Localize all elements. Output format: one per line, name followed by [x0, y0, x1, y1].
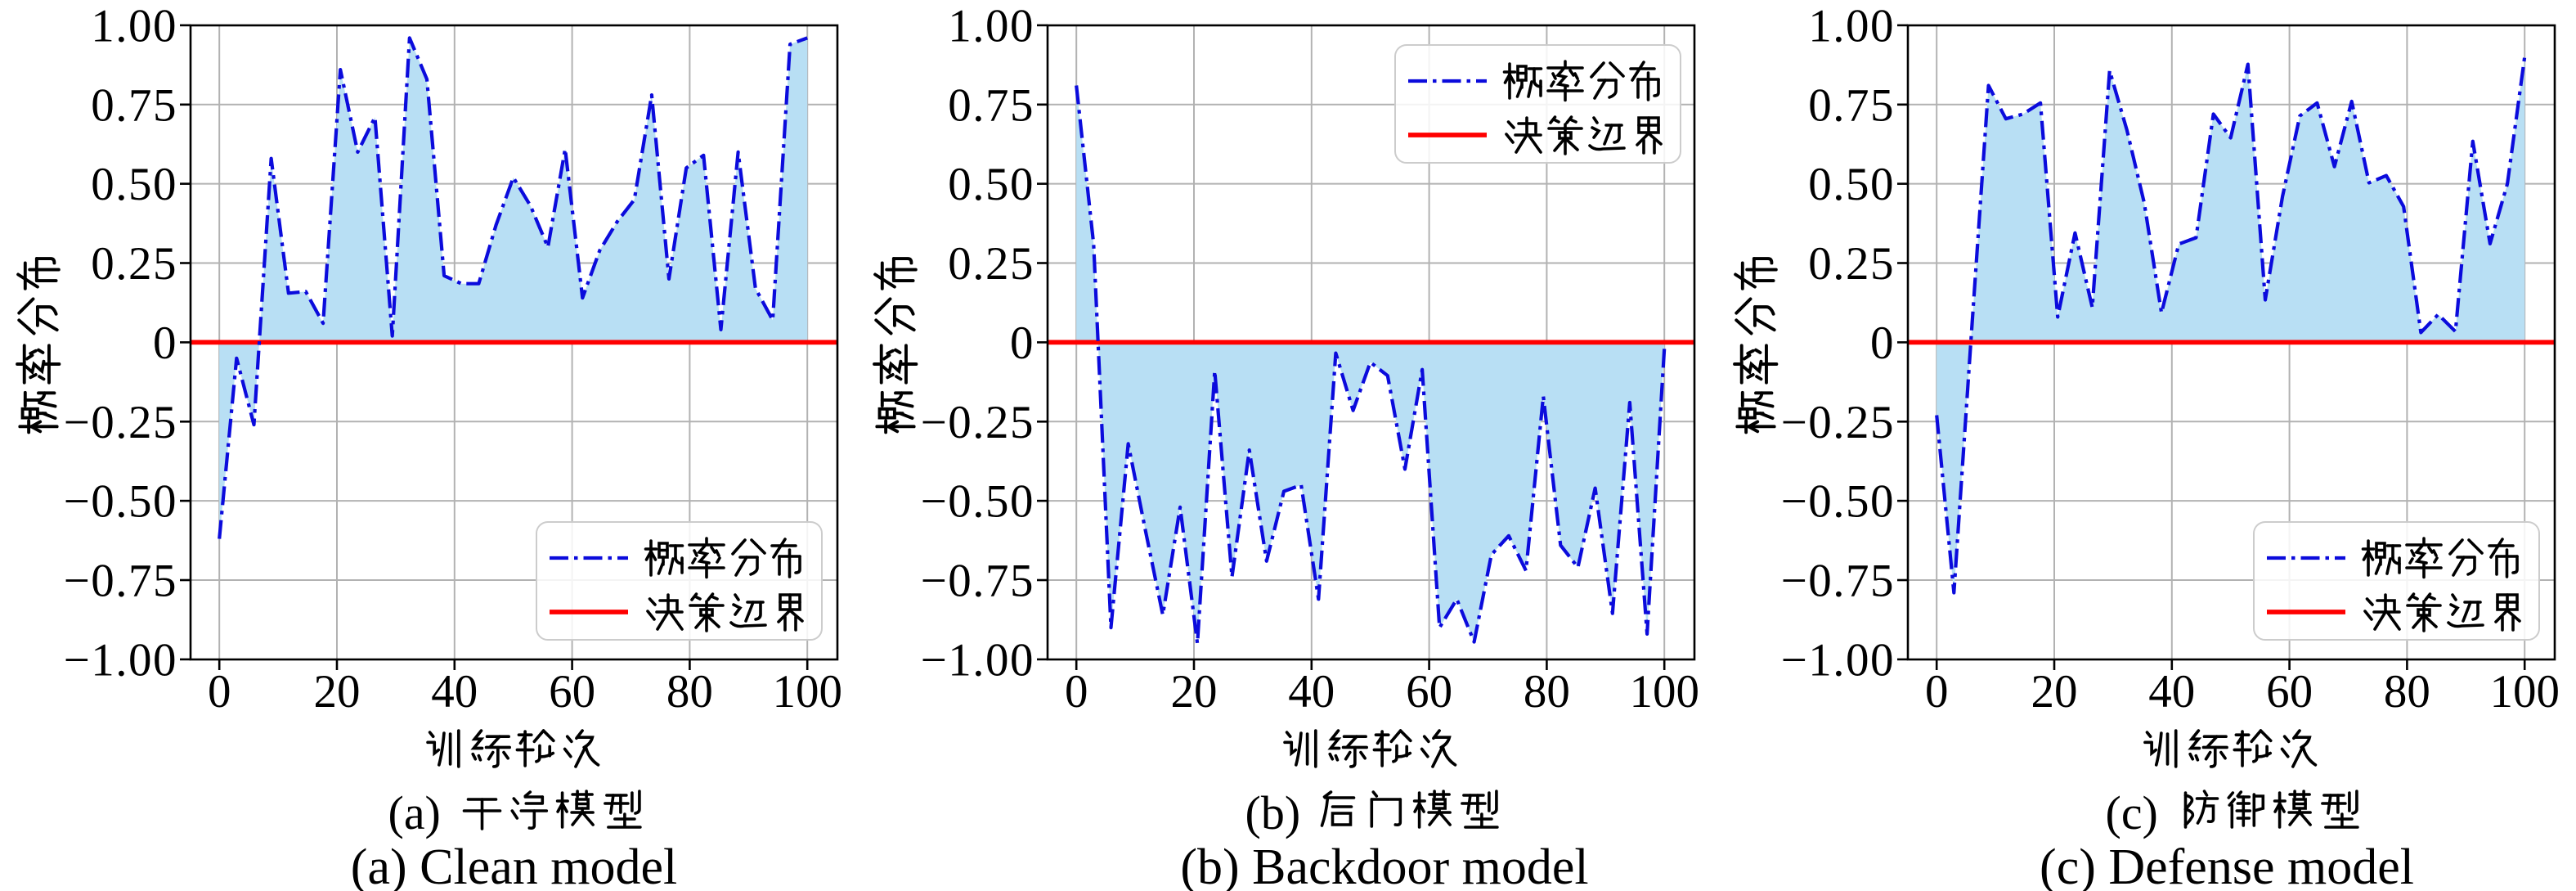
- svg-text:80: 80: [1524, 666, 1570, 718]
- svg-text:60: 60: [549, 666, 595, 718]
- svg-text:0: 0: [1010, 317, 1034, 369]
- svg-text:−0.75: −0.75: [921, 556, 1034, 607]
- svg-text:−0.50: −0.50: [64, 476, 177, 528]
- svg-text:0: 0: [1870, 317, 1895, 369]
- svg-text:100: 100: [772, 666, 842, 718]
- svg-text:−0.50: −0.50: [921, 476, 1034, 528]
- svg-text:40: 40: [431, 666, 478, 718]
- svg-text:80: 80: [2384, 666, 2430, 718]
- svg-text:−0.75: −0.75: [64, 556, 177, 607]
- svg-text:20: 20: [314, 666, 361, 718]
- svg-text:−0.75: −0.75: [1781, 556, 1895, 607]
- svg-text:20: 20: [2031, 666, 2078, 718]
- svg-text:−0.25: −0.25: [1781, 397, 1895, 448]
- svg-text:20: 20: [1171, 666, 1218, 718]
- svg-text:0: 0: [1065, 666, 1088, 718]
- svg-text:(c): (c): [2106, 786, 2158, 839]
- svg-text:80: 80: [666, 666, 713, 718]
- svg-text:0.25: 0.25: [948, 238, 1034, 290]
- svg-text:40: 40: [1288, 666, 1335, 718]
- svg-text:(a) Clean model: (a) Clean model: [351, 839, 677, 891]
- svg-text:0.50: 0.50: [1808, 159, 1895, 210]
- svg-text:100: 100: [2489, 666, 2560, 718]
- svg-text:0.75: 0.75: [91, 79, 177, 131]
- svg-text:(a): (a): [388, 786, 441, 839]
- svg-text:0.50: 0.50: [91, 159, 177, 210]
- svg-text:60: 60: [2266, 666, 2313, 718]
- svg-text:0: 0: [153, 317, 177, 369]
- svg-text:1.00: 1.00: [948, 0, 1034, 52]
- svg-text:0.25: 0.25: [91, 238, 177, 290]
- svg-text:0.75: 0.75: [948, 79, 1034, 131]
- svg-text:0.75: 0.75: [1808, 79, 1895, 131]
- svg-text:0: 0: [208, 666, 231, 718]
- svg-text:0: 0: [1925, 666, 1949, 718]
- svg-text:1.00: 1.00: [1808, 0, 1895, 52]
- svg-text:−0.25: −0.25: [921, 397, 1034, 448]
- svg-text:−0.25: −0.25: [64, 397, 177, 448]
- svg-text:−1.00: −1.00: [64, 634, 177, 686]
- svg-text:40: 40: [2148, 666, 2195, 718]
- svg-text:0.25: 0.25: [1808, 238, 1895, 290]
- svg-text:(c) Defense model: (c) Defense model: [2040, 839, 2414, 891]
- svg-text:1.00: 1.00: [91, 0, 177, 52]
- svg-text:60: 60: [1406, 666, 1452, 718]
- svg-text:−1.00: −1.00: [921, 634, 1034, 686]
- svg-text:(b): (b): [1245, 786, 1301, 839]
- svg-text:100: 100: [1629, 666, 1699, 718]
- svg-text:−0.50: −0.50: [1781, 476, 1895, 528]
- svg-text:(b) Backdoor model: (b) Backdoor model: [1180, 839, 1588, 891]
- svg-text:−1.00: −1.00: [1781, 634, 1895, 686]
- svg-text:0.50: 0.50: [948, 159, 1034, 210]
